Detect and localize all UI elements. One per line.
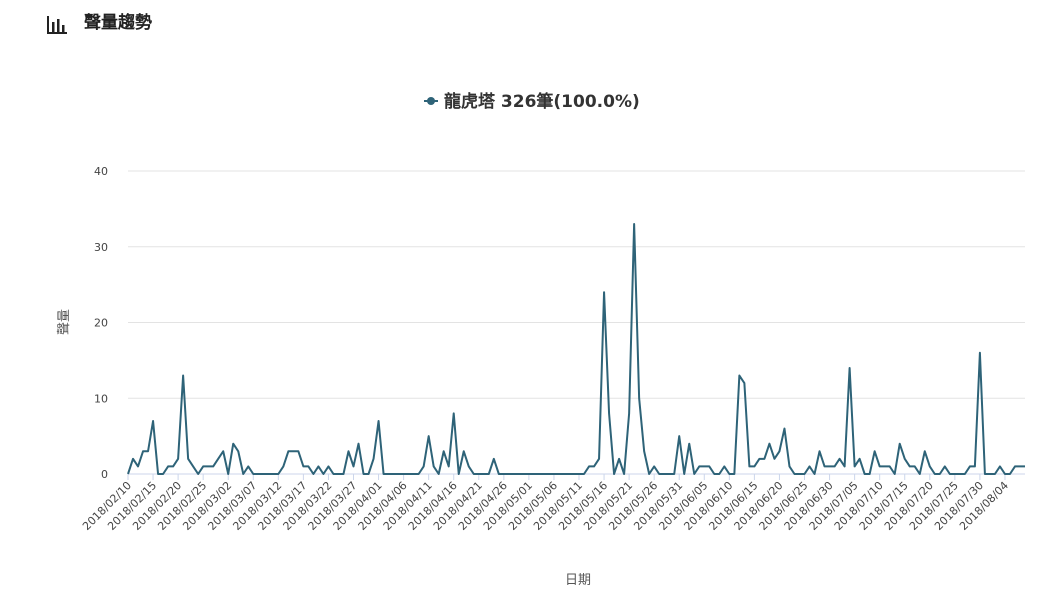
y-tick-label: 0 — [101, 468, 108, 481]
x-axis-label: 日期 — [565, 573, 591, 588]
y-axis-label: 聲量 — [56, 309, 72, 335]
header-icon — [47, 16, 67, 34]
header-title: 聲量趨勢 — [84, 12, 152, 33]
legend-marker — [427, 97, 435, 105]
y-tick-label: 30 — [94, 241, 108, 254]
y-tick-label: 20 — [94, 317, 108, 330]
y-tick-label: 40 — [94, 165, 108, 178]
y-tick-label: 10 — [94, 392, 108, 405]
legend-label: 龍虎塔 326筆(100.0%) — [444, 91, 640, 112]
data-line — [127, 223, 1025, 475]
